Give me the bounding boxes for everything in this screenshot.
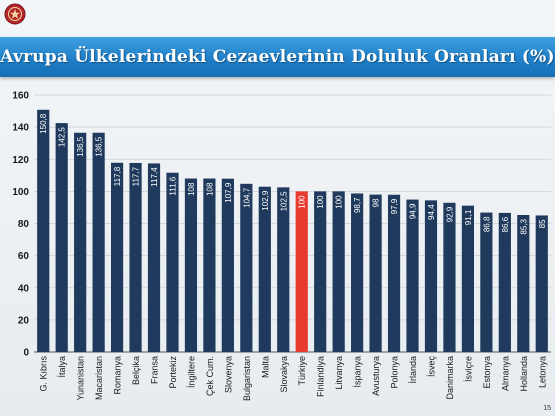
y-tick-label: 160 — [12, 91, 29, 102]
bar — [498, 212, 511, 352]
bar — [147, 163, 161, 352]
bar — [92, 132, 105, 352]
x-tick-label: Slovenya — [223, 356, 233, 393]
x-tick-label: Yunanistan — [76, 356, 86, 401]
bar-value-label: 98,7 — [353, 197, 362, 213]
bar-value-label: 142,5 — [58, 127, 67, 148]
bar — [295, 191, 308, 352]
x-tick-label: Estonya — [482, 356, 492, 389]
bar — [203, 178, 216, 352]
x-tick-label: Polonya — [390, 356, 400, 389]
bar — [443, 202, 456, 352]
bar-value-label: 102,9 — [261, 190, 270, 211]
x-tick-label: Malta — [260, 356, 270, 378]
bar — [240, 183, 253, 352]
y-tick-label: 120 — [12, 155, 29, 166]
x-tick-label: Almanya — [500, 356, 510, 391]
y-tick-label: 80 — [18, 219, 30, 230]
slide-title: Avrupa Ülkelerindeki Cezaevlerinin Dolul… — [0, 47, 555, 67]
bar-value-label: 85 — [538, 219, 547, 228]
bar-value-label: 136,5 — [76, 136, 85, 157]
bar-value-label: 86,8 — [482, 216, 491, 232]
x-tick-label: İrlanda — [408, 356, 418, 384]
x-tick-label: İngiltere — [186, 356, 196, 388]
bar-value-label: 117,4 — [150, 167, 159, 187]
bar — [184, 178, 198, 352]
bar — [332, 191, 345, 352]
bar-value-label: 97,9 — [390, 198, 399, 214]
x-tick-label: Romanya — [113, 356, 123, 395]
bar-value-label: 94,4 — [427, 204, 436, 220]
bar-value-label: 111,6 — [168, 176, 177, 195]
bar-value-label: 100 — [298, 195, 307, 209]
bar-value-label: 102,5 — [279, 191, 288, 212]
x-tick-label: Finlandiya — [316, 356, 326, 397]
y-tick-label: 20 — [18, 315, 30, 326]
x-tick-label: İspanya — [353, 356, 363, 388]
bar-value-label: 100 — [316, 195, 325, 209]
x-tick-label: İsviçre — [463, 356, 473, 382]
page-number: 15 — [543, 405, 551, 412]
bar — [480, 212, 493, 352]
y-tick-label: 140 — [12, 123, 29, 134]
y-tick-label: 40 — [18, 283, 30, 294]
x-tick-label: Avusturya — [371, 356, 381, 396]
bar — [517, 214, 530, 352]
x-tick-label: Letonya — [537, 356, 547, 388]
bar — [535, 215, 548, 352]
x-tick-label: Fransa — [150, 356, 160, 384]
bar — [314, 191, 327, 352]
bar-value-label: 150,8 — [39, 113, 48, 134]
bar — [74, 132, 87, 352]
bar — [37, 109, 50, 352]
bar-value-label: 86,6 — [501, 216, 510, 232]
y-tick-label: 100 — [12, 187, 29, 198]
x-tick-label: Macaristan — [94, 356, 104, 400]
x-tick-label: Portekiz — [168, 356, 178, 389]
x-tick-label: Bulgaristan — [242, 356, 252, 401]
bar — [221, 178, 234, 352]
bar — [277, 187, 290, 352]
bar — [387, 194, 401, 352]
x-tick-label: Litvanya — [334, 356, 344, 390]
y-tick-label: 60 — [18, 251, 30, 262]
x-tick-label: Türkiye — [297, 356, 307, 386]
bar-value-label: 108 — [205, 182, 214, 196]
bar-value-label: 117,7 — [132, 166, 141, 186]
bar — [369, 194, 382, 352]
x-tick-label: Slovakya — [279, 356, 289, 393]
bar-value-label: 94,9 — [409, 203, 418, 219]
bar — [110, 162, 124, 352]
x-tick-label: İtalya — [57, 356, 67, 378]
bar-value-label: 107,9 — [224, 182, 233, 203]
x-tick-label: Hollanda — [519, 356, 529, 392]
x-tick-label: Çek Cum. — [205, 356, 215, 396]
bar-value-label: 100 — [335, 195, 344, 209]
bar — [461, 205, 475, 352]
title-bar: Avrupa Ülkelerindeki Cezaevlerinin Dolul… — [0, 37, 555, 77]
crest-icon — [4, 3, 26, 25]
bar — [55, 123, 68, 352]
bar-value-label: 92,9 — [445, 206, 454, 222]
bar-value-label: 136,5 — [95, 136, 104, 157]
x-tick-label: İsveç — [426, 356, 436, 378]
bar — [406, 199, 419, 352]
bar — [166, 172, 179, 352]
y-tick-label: 0 — [23, 348, 29, 359]
bar — [351, 193, 364, 352]
x-tick-label: Danimarka — [445, 356, 455, 400]
bar — [258, 186, 271, 352]
x-tick-label: G. Kıbrıs — [39, 356, 49, 392]
bar-value-label: 98 — [372, 198, 381, 207]
bar-value-label: 91,1 — [464, 209, 473, 225]
bar-value-label: 85,3 — [519, 218, 528, 234]
bar-value-label: 104,7 — [242, 187, 251, 208]
x-tick-label: Belçika — [131, 356, 141, 385]
bar-value-label: 108 — [187, 182, 196, 196]
bar — [424, 200, 438, 352]
bar — [129, 162, 142, 352]
bar-value-label: 117,8 — [113, 166, 122, 186]
